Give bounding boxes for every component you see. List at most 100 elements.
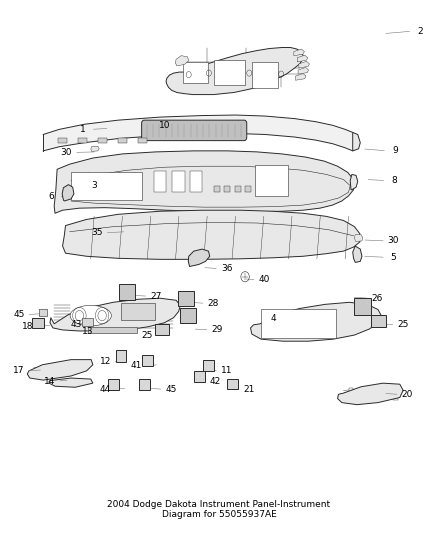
- Polygon shape: [54, 151, 353, 213]
- Bar: [255, 165, 288, 196]
- Text: 2004 Dodge Dakota Instrument Panel-Instrument
Diagram for 55055937AE: 2004 Dodge Dakota Instrument Panel-Instr…: [107, 500, 331, 519]
- Text: 40: 40: [259, 276, 270, 284]
- Text: 43: 43: [71, 320, 82, 329]
- Polygon shape: [91, 146, 99, 151]
- Bar: [155, 324, 169, 335]
- Text: 25: 25: [397, 320, 409, 329]
- Bar: [194, 371, 205, 382]
- Text: 12: 12: [100, 357, 111, 366]
- Bar: [235, 186, 240, 192]
- Bar: [371, 314, 385, 327]
- Bar: [32, 318, 44, 328]
- Polygon shape: [43, 115, 353, 151]
- Bar: [261, 310, 336, 338]
- Text: 4: 4: [271, 314, 276, 323]
- Polygon shape: [298, 68, 308, 74]
- Text: 42: 42: [209, 377, 220, 385]
- Text: 44: 44: [100, 385, 111, 394]
- Bar: [116, 350, 127, 362]
- Bar: [245, 186, 251, 192]
- Polygon shape: [175, 55, 189, 66]
- FancyBboxPatch shape: [141, 120, 247, 141]
- Text: 1: 1: [80, 125, 86, 134]
- Bar: [180, 309, 196, 323]
- Bar: [371, 388, 375, 400]
- Text: 14: 14: [44, 377, 55, 385]
- Bar: [78, 138, 87, 143]
- Text: 2: 2: [417, 27, 423, 36]
- Bar: [172, 171, 184, 192]
- Text: 13: 13: [81, 327, 93, 336]
- Bar: [178, 291, 194, 306]
- Polygon shape: [354, 235, 363, 241]
- Bar: [118, 138, 127, 143]
- Bar: [382, 388, 386, 400]
- Text: 30: 30: [60, 148, 72, 157]
- Text: 26: 26: [371, 294, 383, 303]
- Polygon shape: [188, 249, 210, 266]
- Text: 25: 25: [142, 330, 153, 340]
- Bar: [226, 379, 238, 389]
- Bar: [39, 310, 46, 316]
- Bar: [142, 355, 153, 366]
- Text: 30: 30: [388, 237, 399, 245]
- Text: 28: 28: [208, 299, 219, 308]
- Text: 10: 10: [159, 121, 171, 130]
- Text: 3: 3: [91, 181, 96, 190]
- Text: 9: 9: [392, 147, 398, 155]
- Bar: [154, 171, 166, 192]
- Text: 27: 27: [150, 292, 162, 301]
- Polygon shape: [338, 383, 403, 405]
- Polygon shape: [297, 55, 308, 62]
- Polygon shape: [294, 49, 304, 55]
- Bar: [108, 379, 119, 390]
- Bar: [214, 186, 220, 192]
- Text: 8: 8: [391, 176, 397, 185]
- Bar: [252, 62, 278, 88]
- Polygon shape: [27, 360, 93, 380]
- Bar: [203, 360, 214, 371]
- Text: 35: 35: [91, 228, 103, 237]
- Polygon shape: [353, 132, 360, 151]
- Bar: [349, 388, 353, 400]
- Polygon shape: [63, 210, 360, 260]
- Polygon shape: [251, 302, 381, 341]
- Text: 6: 6: [48, 192, 54, 201]
- Text: 20: 20: [402, 390, 413, 399]
- Text: 45: 45: [166, 385, 177, 394]
- Text: 41: 41: [131, 361, 142, 370]
- Bar: [82, 318, 93, 326]
- Polygon shape: [62, 184, 74, 201]
- Bar: [190, 171, 202, 192]
- Bar: [139, 379, 150, 390]
- Bar: [121, 303, 155, 320]
- Bar: [224, 186, 230, 192]
- Polygon shape: [299, 61, 309, 68]
- Polygon shape: [166, 47, 303, 94]
- Polygon shape: [353, 246, 362, 262]
- Text: 36: 36: [221, 264, 232, 273]
- Bar: [354, 298, 371, 314]
- Bar: [138, 138, 147, 143]
- Bar: [119, 285, 135, 300]
- Text: 45: 45: [13, 310, 25, 319]
- Text: 17: 17: [13, 366, 25, 375]
- Bar: [183, 62, 208, 83]
- Text: 5: 5: [391, 253, 396, 262]
- Text: 18: 18: [22, 322, 33, 331]
- Text: 21: 21: [244, 385, 255, 394]
- Bar: [214, 60, 245, 85]
- Polygon shape: [49, 378, 93, 387]
- Bar: [393, 388, 398, 400]
- Text: 11: 11: [221, 366, 232, 375]
- Text: 29: 29: [212, 326, 223, 334]
- Bar: [360, 388, 364, 400]
- Polygon shape: [350, 174, 358, 190]
- Bar: [58, 138, 67, 143]
- Bar: [88, 327, 138, 333]
- Ellipse shape: [70, 305, 111, 326]
- Polygon shape: [296, 74, 306, 80]
- Bar: [98, 138, 107, 143]
- Bar: [71, 172, 141, 200]
- Polygon shape: [50, 298, 180, 331]
